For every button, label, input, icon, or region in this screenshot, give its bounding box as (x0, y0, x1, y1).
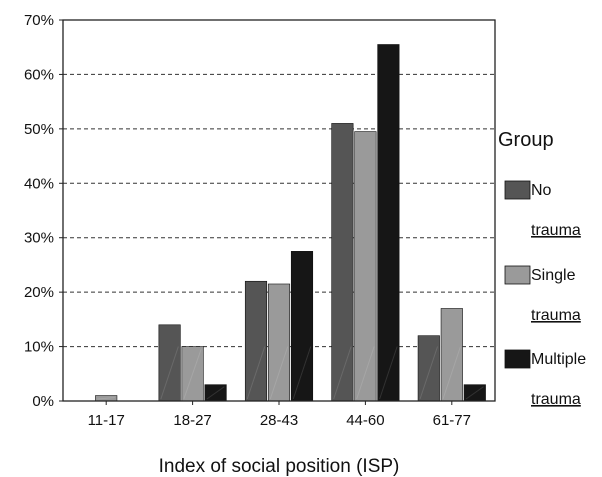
bar-single-trauma-44-60 (354, 131, 377, 402)
x-axis-label: Index of social position (ISP) (159, 456, 400, 477)
bar-single-trauma-61-77 (440, 308, 463, 402)
y-tick-label: 20% (24, 284, 54, 301)
legend-swatch-multiple-trauma (504, 349, 531, 369)
bar-sheen (206, 386, 225, 400)
bar-no-trauma-18-27 (158, 324, 181, 402)
legend: Group No trauma Single trauma Multiple trauma (498, 129, 586, 408)
legend-label: trauma (531, 391, 581, 408)
bar-sheen (356, 346, 375, 400)
bar-multiple-trauma-44-60 (377, 44, 400, 402)
x-tick-label: 44-60 (346, 412, 384, 429)
legend-swatch-single-trauma (504, 265, 531, 285)
y-tick-label: 40% (24, 175, 54, 192)
bar-sheen (292, 346, 312, 400)
bars (95, 44, 486, 402)
bar-sheen (160, 346, 179, 400)
legend-label: No (531, 182, 552, 199)
bar-multiple-trauma-28-43 (290, 251, 314, 402)
y-tick-label: 70% (24, 12, 54, 29)
y-tick-label: 0% (32, 393, 54, 410)
x-tick-label: 18-27 (173, 412, 211, 429)
x-tick-label: 61-77 (433, 412, 471, 429)
y-tick-label: 50% (24, 121, 54, 138)
bar-sheen (465, 386, 484, 400)
bar-no-trauma-44-60 (331, 123, 354, 402)
bar-single-trauma-28-43 (267, 283, 291, 402)
bar-no-trauma-28-43 (244, 280, 268, 402)
y-tick-label: 30% (24, 230, 54, 247)
legend-swatch-no-trauma (504, 180, 531, 200)
bar-sheen (97, 397, 115, 400)
legend-label: trauma (531, 307, 581, 324)
y-tick-label: 10% (24, 339, 54, 356)
bar-sheen (246, 346, 266, 400)
bar-sheen (269, 346, 289, 400)
y-axis-ticks: 0% 10% 20% 30% 40% 50% 60% 70% (24, 12, 63, 410)
bar-no-trauma-61-77 (417, 335, 440, 402)
bar-sheen (379, 346, 398, 400)
x-tick-label: 28-43 (260, 412, 298, 429)
legend-title: Group (498, 129, 554, 151)
bar-sheen (442, 346, 462, 400)
x-axis-ticks: 11-17 18-27 28-43 44-60 61-77 (88, 401, 471, 429)
legend-label: Single (531, 267, 576, 284)
bar-sheen (183, 348, 202, 400)
legend-label: trauma (531, 222, 581, 239)
x-tick-label: 11-17 (88, 412, 125, 429)
y-tick-label: 60% (24, 66, 54, 83)
bar-sheen (419, 346, 439, 400)
bar-sheen (333, 346, 352, 400)
legend-label: Multiple (531, 351, 586, 368)
